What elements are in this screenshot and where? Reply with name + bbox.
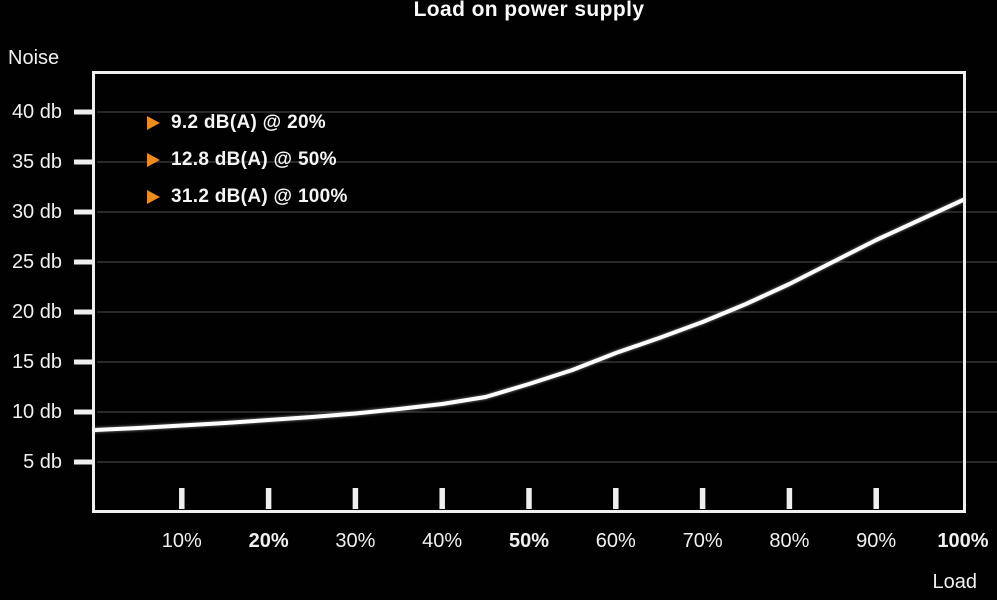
plot-border [92, 71, 966, 513]
x-tick-label: 10% [161, 530, 202, 552]
triangle-right-icon [147, 116, 160, 130]
annotation-row: 9.2 dB(A) @ 20% [147, 112, 326, 134]
x-tick-label: 40% [422, 530, 463, 552]
y-tick-label: 15 db [11, 351, 62, 373]
y-tick-label: 35 db [11, 151, 62, 173]
y-tick-label: 5 db [23, 451, 62, 473]
annotation-row: 31.2 dB(A) @ 100% [147, 186, 348, 208]
y-axis-title: Noise [8, 47, 60, 69]
chart-title: Load on power supply [413, 0, 645, 21]
x-tick-label: 90% [856, 530, 897, 552]
x-tick-label: 80% [769, 530, 810, 552]
y-tick-label: 20 db [11, 301, 62, 323]
annotation-label: 9.2 dB(A) @ 20% [171, 112, 327, 133]
annotation-row: 12.8 dB(A) @ 50% [147, 149, 337, 171]
y-tick-label: 25 db [11, 251, 62, 273]
x-tick-label: 50% [508, 530, 550, 552]
annotation-label: 31.2 dB(A) @ 100% [171, 186, 348, 207]
y-tick-label: 10 db [11, 401, 62, 423]
x-tick-label: 70% [682, 530, 723, 552]
triangle-right-icon [147, 190, 160, 204]
x-tick-label: 30% [335, 530, 376, 552]
x-tick-label: 100% [937, 530, 989, 552]
noise-curve [93, 198, 965, 432]
x-tick-label: 60% [595, 530, 636, 552]
x-tick-label: 20% [248, 530, 289, 552]
annotation-label: 12.8 dB(A) @ 50% [171, 149, 337, 170]
y-tick-label: 30 db [11, 201, 62, 223]
x-axis-title: Load [932, 571, 978, 593]
triangle-right-icon [147, 153, 160, 167]
y-tick-label: 40 db [11, 101, 62, 123]
